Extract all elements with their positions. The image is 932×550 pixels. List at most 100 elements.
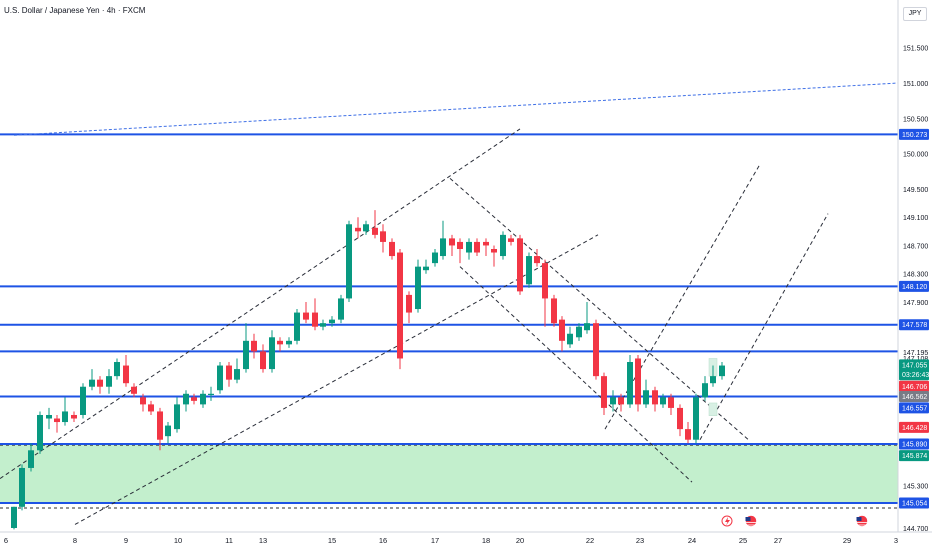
candle-body [114,362,120,377]
price-tag-label: 148.120 [902,284,927,291]
candle-body [449,238,455,246]
price-tag-label: 147.055 [902,362,927,369]
price-tag-label: 150.273 [902,132,927,139]
candle-body [432,252,438,264]
candle-body [294,312,300,341]
candle-body [635,358,641,405]
candle-body [80,386,86,415]
candle-body [542,263,548,299]
price-tag [899,390,929,402]
candle-body [71,414,77,419]
candle-body [423,266,429,271]
us-flag-icon-canton [856,517,862,521]
x-tick-label: 22 [586,536,594,545]
us-flag-icon-canton [745,517,751,521]
candle-body [191,397,197,401]
trend-line [13,82,899,136]
x-tick-label: 16 [379,536,387,545]
candle-body [567,333,573,345]
candle-body [526,256,532,285]
candle-body [37,414,43,451]
x-tick-label: 24 [688,536,696,545]
candle-body [534,256,540,264]
us-flag-icon [745,515,757,527]
price-tag [899,497,929,509]
candle-body [693,397,699,440]
candle-body [286,340,292,345]
price-tag [899,402,929,414]
price-tag [899,380,929,392]
candle-body [576,326,582,338]
y-tick-label: 147.900 [903,300,928,307]
price-tag [899,450,929,462]
trend-line [449,177,751,442]
y-tick-label: 145.300 [903,484,928,491]
currency-button[interactable]: JPY [903,7,927,21]
price-tag [899,359,929,371]
candle-body [584,323,590,331]
candle-body [508,238,514,242]
candle-body [415,266,421,310]
y-tick-label: 149.500 [903,187,928,194]
candle-body [397,252,403,359]
candle-body [11,506,17,528]
candle-body [601,376,607,408]
x-tick-label: 17 [431,536,439,545]
y-tick-label: 144.700 [903,526,928,533]
candle-body [363,224,369,232]
x-tick-label: 8 [73,536,77,545]
candle-body [719,365,725,377]
trend-line [74,234,599,525]
price-tag-label: 145.054 [902,500,927,507]
candle-body [269,337,275,370]
x-tick-label: 13 [259,536,267,545]
price-tag-label: 146.557 [902,405,927,412]
candle-body [491,248,497,253]
candle-body [406,294,412,313]
candle-body [627,362,633,405]
candle-body [217,365,223,391]
price-tag-label: 145.890 [902,441,927,448]
candle-body [62,411,68,423]
candle-body [123,365,129,384]
price-tag [899,438,929,450]
candle-body [346,224,352,299]
candle-body [312,312,318,327]
candle-body [559,319,565,341]
candle-body [97,379,103,387]
price-tag-label: 147.578 [902,322,927,329]
price-tag [899,319,929,331]
y-tick-label: 150.000 [903,152,928,159]
candle-body [500,234,506,257]
price-tag-label: 146.706 [902,384,927,391]
candle-body [148,404,154,412]
trend-line [0,128,521,479]
candle-body [234,369,240,380]
candle-body [226,365,232,380]
us-flag-icon [856,515,868,527]
x-tick-label: 11 [225,536,233,545]
price-tag-label: 146.428 [902,425,927,432]
candle-body [517,238,523,292]
price-tag [899,128,929,140]
candle-body [46,414,52,419]
projection-candle [708,402,718,416]
candle-body [710,376,716,384]
candle-body [106,376,112,387]
candle-body [389,241,395,257]
candle-body [320,323,326,327]
candle-body [277,340,283,345]
candle-body [174,404,180,430]
candle-body [28,450,34,468]
candle-body [474,241,480,253]
candle-body [54,418,60,423]
candle-body [208,393,214,395]
candle-body [19,467,25,507]
candle-body [165,425,171,437]
candle-body [329,319,335,324]
x-tick-label: 29 [843,536,851,545]
candle-body [685,429,691,440]
y-tick-label: 151.500 [903,46,928,53]
candle-body [551,298,557,324]
